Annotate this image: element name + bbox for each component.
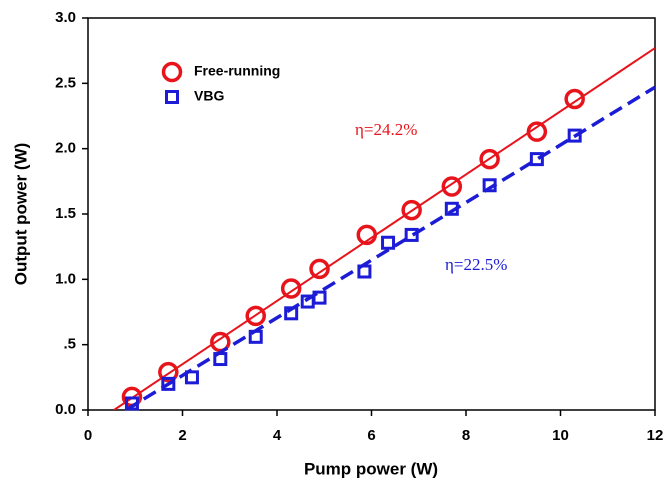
data-point [280, 278, 302, 299]
data-point [357, 264, 372, 279]
data-point [124, 396, 139, 411]
x-tick-label: 10 [552, 427, 569, 444]
data-point [248, 329, 263, 344]
data-point [564, 88, 585, 110]
y-tick-label: .5 [63, 336, 76, 353]
fit-line [113, 47, 655, 410]
data-point [158, 361, 179, 383]
legend-marker [165, 90, 179, 104]
x-tick-label: 8 [462, 427, 470, 444]
x-tick-label: 0 [84, 427, 92, 444]
data-point [529, 152, 544, 167]
x-tick-label: 12 [647, 427, 664, 444]
data-point [245, 305, 266, 327]
y-tick-label: 2.5 [55, 74, 76, 91]
x-axis-title: Pump power (W) [304, 459, 438, 478]
data-point [482, 178, 497, 193]
y-tick-label: 3.0 [55, 9, 76, 26]
fit-annotation: η=22.5% [445, 255, 507, 274]
data-point [401, 199, 422, 221]
data-point [184, 370, 199, 385]
data-point [381, 235, 396, 250]
y-tick-label: 2.0 [55, 140, 76, 157]
y-tick-label: 0.0 [55, 401, 76, 418]
data-point [526, 121, 548, 142]
plot-frame [87, 17, 656, 411]
data-point [213, 352, 228, 367]
data-point [444, 201, 459, 216]
y-tick-label: 1.0 [55, 270, 76, 287]
legend-label: VBG [194, 88, 224, 104]
y-tick-label: 1.5 [55, 205, 76, 222]
data-point [284, 306, 299, 321]
legend-marker [161, 61, 183, 83]
y-axis-title: Output power (W) [11, 143, 30, 286]
data-point [479, 148, 500, 170]
x-tick-label: 6 [367, 427, 375, 444]
data-point [161, 376, 176, 391]
fit-line [124, 85, 655, 410]
data-point [441, 176, 463, 197]
fit-annotation: η=24.2% [355, 120, 417, 139]
legend-label: Free-running [194, 63, 280, 79]
data-point [309, 258, 330, 280]
data-point [567, 128, 582, 143]
data-point [404, 227, 419, 242]
x-tick-label: 2 [178, 427, 186, 444]
data-point [356, 224, 378, 246]
x-tick-label: 4 [273, 427, 282, 444]
data-point [312, 290, 327, 305]
